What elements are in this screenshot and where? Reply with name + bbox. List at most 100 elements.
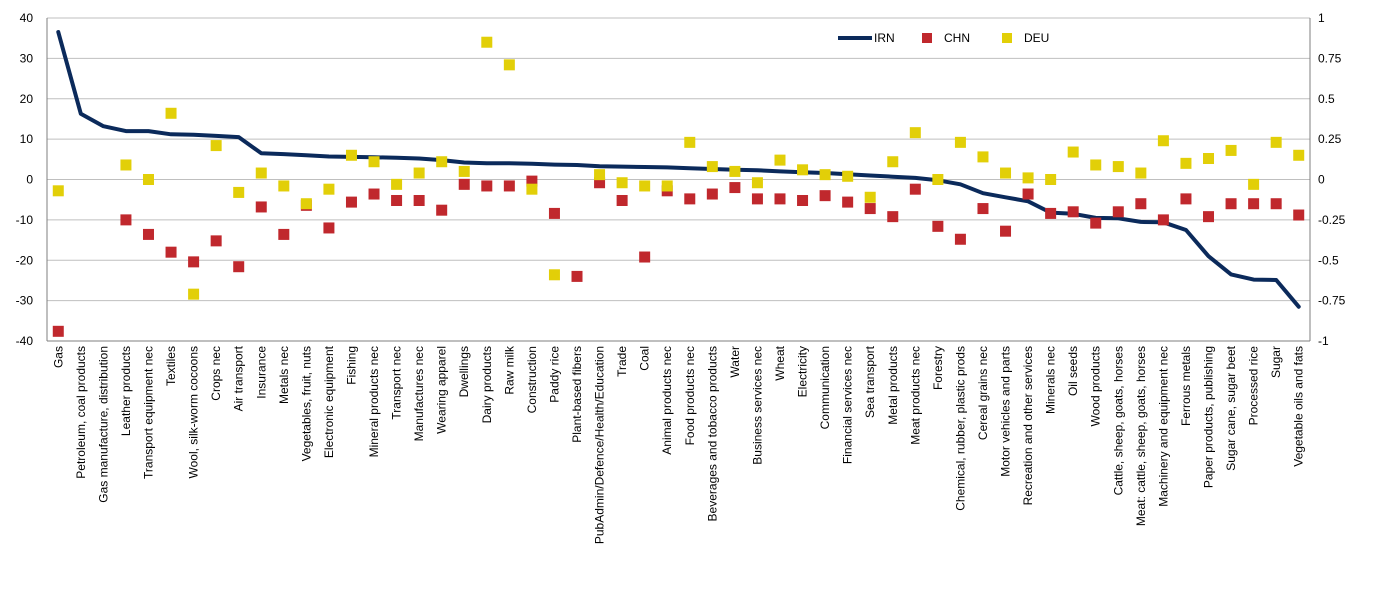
category-label: Oil seeds xyxy=(1066,346,1080,396)
marker-DEU xyxy=(210,140,222,152)
marker-CHN xyxy=(1090,217,1102,229)
marker-DEU xyxy=(1225,144,1237,156)
marker-DEU xyxy=(458,165,470,177)
category-label: Vegetables, fruit, nuts xyxy=(299,346,313,461)
legend-swatch-CHN xyxy=(922,33,932,43)
category-label: Wood products xyxy=(1089,346,1103,427)
marker-DEU xyxy=(255,167,267,179)
category-label: Paper products, publishing xyxy=(1202,346,1216,488)
marker-CHN xyxy=(1022,188,1034,200)
marker-DEU xyxy=(594,169,606,181)
marker-DEU xyxy=(616,177,628,189)
marker-CHN xyxy=(1270,198,1282,210)
marker-DEU xyxy=(684,136,696,148)
marker-CHN xyxy=(233,261,245,273)
marker-CHN xyxy=(954,233,966,245)
category-label: Textiles xyxy=(164,346,178,386)
marker-CHN xyxy=(165,246,177,258)
marker-DEU xyxy=(842,170,854,182)
category-label: Dairy products xyxy=(480,346,494,423)
category-label: Construction xyxy=(525,346,539,413)
marker-CHN xyxy=(887,211,899,223)
category-label: Wool, silk-worm cocoons xyxy=(187,346,201,478)
marker-CHN xyxy=(797,194,809,206)
legend-label-CHN: CHN xyxy=(944,31,970,45)
marker-CHN xyxy=(210,235,222,247)
marker-DEU xyxy=(909,127,921,139)
marker-CHN xyxy=(458,178,470,190)
marker-DEU xyxy=(661,180,673,192)
category-label: Metals nec xyxy=(277,346,291,404)
marker-DEU xyxy=(1248,178,1260,190)
left-tick-label: 10 xyxy=(20,132,34,146)
marker-CHN xyxy=(977,203,989,215)
right-tick-label: 0.5 xyxy=(1318,92,1335,106)
marker-CHN xyxy=(706,188,718,200)
marker-DEU xyxy=(278,180,290,192)
marker-CHN xyxy=(639,251,651,263)
marker-DEU xyxy=(526,183,538,195)
left-tick-label: 0 xyxy=(26,173,33,187)
category-label: Petroleum, coal products xyxy=(74,346,88,479)
marker-DEU xyxy=(1293,149,1305,161)
category-label: Financial services nec xyxy=(841,346,855,464)
marker-CHN xyxy=(1067,206,1079,218)
category-label: Dwellings xyxy=(457,346,471,397)
marker-CHN xyxy=(616,194,628,206)
marker-CHN xyxy=(684,193,696,205)
marker-CHN xyxy=(413,194,425,206)
category-label: Raw milk xyxy=(502,345,516,395)
right-tick-label: 0 xyxy=(1318,173,1325,187)
right-tick-label: -0.75 xyxy=(1318,294,1346,308)
marker-CHN xyxy=(594,177,606,189)
marker-DEU xyxy=(345,149,357,161)
category-label: Motor vehicles and parts xyxy=(999,346,1013,477)
category-label: Wearing apparel xyxy=(435,346,449,434)
left-tick-label: 30 xyxy=(20,51,34,65)
marker-CHN xyxy=(368,188,380,200)
category-label: Sugar cane, sugar beet xyxy=(1224,345,1238,470)
marker-DEU xyxy=(1000,167,1012,179)
category-label: Ferrous metals xyxy=(1179,346,1193,426)
right-tick-label: -0.25 xyxy=(1318,213,1346,227)
category-label: Fishing xyxy=(344,346,358,385)
category-label: Insurance xyxy=(254,346,268,399)
marker-DEU xyxy=(1090,159,1102,171)
category-label: Transport nec xyxy=(390,346,404,420)
marker-CHN xyxy=(1225,198,1237,210)
marker-DEU xyxy=(1180,157,1192,169)
category-label: PubAdmin/Defence/Health/Education xyxy=(593,346,607,544)
right-tick-label: -0.5 xyxy=(1318,253,1339,267)
marker-CHN xyxy=(1293,209,1305,221)
marker-CHN xyxy=(142,228,154,240)
category-label: Crops nec xyxy=(209,346,223,401)
marker-CHN xyxy=(188,256,200,268)
legend-label-DEU: DEU xyxy=(1024,31,1049,45)
marker-CHN xyxy=(481,180,493,192)
category-label: Wheat xyxy=(773,345,787,380)
category-label: Electronic equipment xyxy=(322,345,336,458)
marker-DEU xyxy=(932,174,944,185)
marker-DEU xyxy=(233,186,245,198)
marker-DEU xyxy=(503,59,515,71)
right-tick-label: 0.25 xyxy=(1318,132,1342,146)
category-label: Recreation and other services xyxy=(1021,346,1035,505)
marker-DEU xyxy=(1157,135,1169,147)
marker-DEU xyxy=(165,107,177,119)
marker-DEU xyxy=(1203,153,1215,165)
category-label: Electricity xyxy=(796,346,810,397)
marker-DEU xyxy=(436,156,448,168)
marker-DEU xyxy=(887,156,899,168)
marker-DEU xyxy=(52,185,64,197)
category-label: Meat: cattle, sheep, goats, horses xyxy=(1134,346,1148,526)
category-label: Leather products xyxy=(119,346,133,436)
marker-DEU xyxy=(1135,167,1147,179)
marker-DEU xyxy=(120,159,132,171)
left-tick-label: -30 xyxy=(16,294,34,308)
marker-CHN xyxy=(729,182,741,194)
marker-DEU xyxy=(977,151,989,163)
marker-DEU xyxy=(706,161,718,173)
right-tick-label: 1 xyxy=(1318,11,1325,25)
legend-swatch-DEU xyxy=(1002,33,1012,43)
